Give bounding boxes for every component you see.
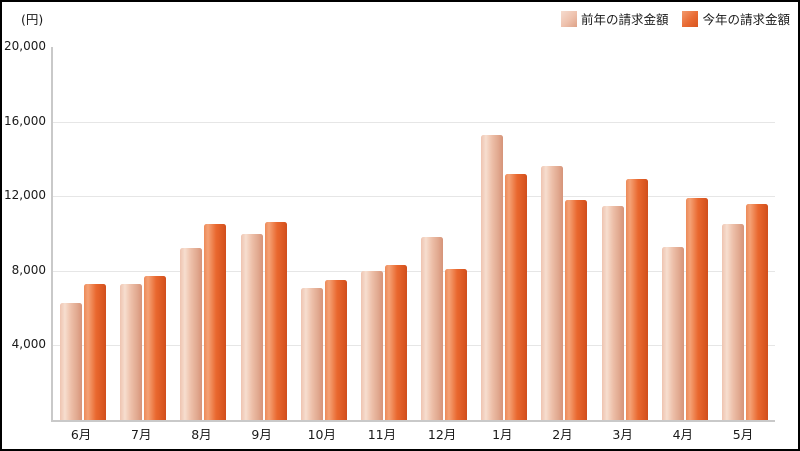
y-axis-unit-label: (円) (21, 12, 44, 27)
bar-prev-9月 (240, 233, 263, 420)
bar-group-9月 (234, 47, 294, 420)
y-tick-label: 4,000 (11, 337, 46, 352)
x-tick-label-3月: 3月 (612, 427, 633, 442)
x-tick-label-12月: 12月 (427, 427, 457, 442)
x-tick-label-10月: 10月 (307, 427, 336, 442)
legend-label-curr: 今年の請求金額 (702, 12, 790, 27)
x-tick-label-4月: 4月 (672, 427, 694, 442)
bar-curr-3月 (625, 179, 648, 420)
gridline (53, 196, 775, 198)
bar-group-12月 (414, 47, 474, 420)
bar-prev-2月 (541, 166, 564, 420)
x-tick-label-5月: 5月 (732, 427, 754, 442)
bar-prev-10月 (300, 287, 323, 420)
legend-swatch-prev (560, 10, 577, 27)
bar-curr-5月 (745, 203, 768, 420)
x-tick-label-11月: 11月 (367, 427, 397, 442)
y-tick-label: 12,000 (4, 188, 46, 203)
x-tick-label-2月: 2月 (552, 427, 573, 442)
bar-curr-4月 (685, 198, 708, 420)
x-tick-label-1月: 1月 (492, 427, 513, 442)
bar-curr-9月 (264, 222, 287, 420)
bar-group-5月 (715, 47, 775, 420)
bar-prev-11月 (360, 270, 383, 420)
bar-curr-11月 (384, 265, 407, 420)
bar-prev-12月 (421, 237, 444, 420)
bar-curr-1月 (505, 173, 528, 420)
bar-prev-8月 (180, 248, 203, 420)
bar-prev-1月 (481, 134, 504, 420)
legend-item-prev: 前年の請求金額 (560, 9, 669, 28)
gridline (53, 121, 775, 123)
bar-group-11月 (354, 47, 414, 420)
legend-label-prev: 前年の請求金額 (580, 12, 669, 27)
y-tick-label: 16,000 (4, 113, 46, 128)
x-tick-label-8月: 8月 (191, 427, 212, 442)
x-tick-label-6月: 6月 (70, 427, 92, 442)
bar-curr-10月 (324, 280, 347, 420)
bar-curr-7月 (144, 276, 167, 420)
bar-group-7月 (113, 47, 173, 420)
legend-item-curr: 今年の請求金額 (682, 9, 790, 28)
bar-group-2月 (534, 47, 594, 420)
gridline (53, 270, 775, 272)
bar-group-6月 (53, 47, 113, 420)
bar-group-3月 (595, 47, 655, 420)
x-axis-labels: 6月 7月 8月 9月 10月 11月 12月 1月 2月 3月 4月 5月 (51, 424, 773, 443)
bar-curr-8月 (204, 224, 227, 420)
gridline (53, 345, 775, 347)
bar-curr-12月 (445, 268, 468, 420)
bar-curr-6月 (84, 283, 107, 420)
y-tick-label: 8,000 (11, 262, 46, 277)
bar-groups (53, 47, 775, 420)
bar-group-8月 (173, 47, 233, 420)
bar-prev-7月 (120, 283, 143, 420)
y-tick-label: 20,000 (4, 39, 46, 53)
legend-swatch-curr (682, 10, 699, 27)
bar-group-4月 (655, 47, 715, 420)
bar-prev-4月 (661, 246, 684, 420)
x-tick-label-9月: 9月 (251, 427, 272, 442)
bar-group-10月 (294, 47, 354, 420)
bar-prev-5月 (721, 224, 744, 420)
x-tick-label-7月: 7月 (131, 427, 152, 442)
bar-prev-6月 (60, 302, 83, 420)
bar-group-1月 (474, 47, 534, 420)
bar-curr-2月 (565, 199, 588, 420)
bar-prev-3月 (601, 205, 624, 420)
chart-legend: 前年の請求金額 今年の請求金額 (560, 9, 790, 28)
plot-area (51, 47, 775, 422)
